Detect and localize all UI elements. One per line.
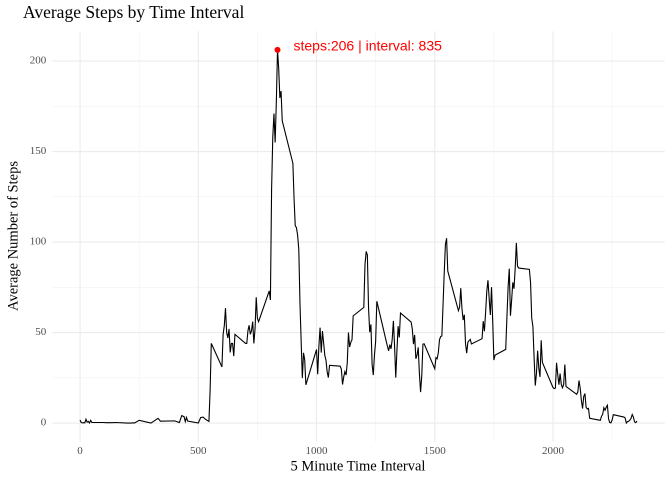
x-tick-label: 2000 (542, 445, 565, 457)
data-line (79, 49, 638, 425)
y-axis-title: Average Number of Steps (5, 161, 21, 311)
y-tick-label: 50 (35, 326, 47, 338)
x-tick-label: 500 (190, 445, 207, 457)
annotation: steps:206 | interval: 835 (294, 38, 443, 54)
highlight-point (274, 46, 281, 53)
x-tick-label: 0 (77, 445, 83, 457)
x-tick-label: 1500 (424, 445, 447, 457)
x-tick-label: 1000 (306, 445, 329, 457)
y-tick-label: 100 (30, 236, 47, 248)
chart-title: Average Steps by Time Interval (23, 2, 244, 22)
y-tick-label: 150 (30, 145, 47, 157)
y-tick-label: 200 (30, 55, 47, 67)
x-axis-title: 5 Minute Time Interval (291, 458, 426, 474)
y-tick-label: 0 (41, 417, 47, 429)
